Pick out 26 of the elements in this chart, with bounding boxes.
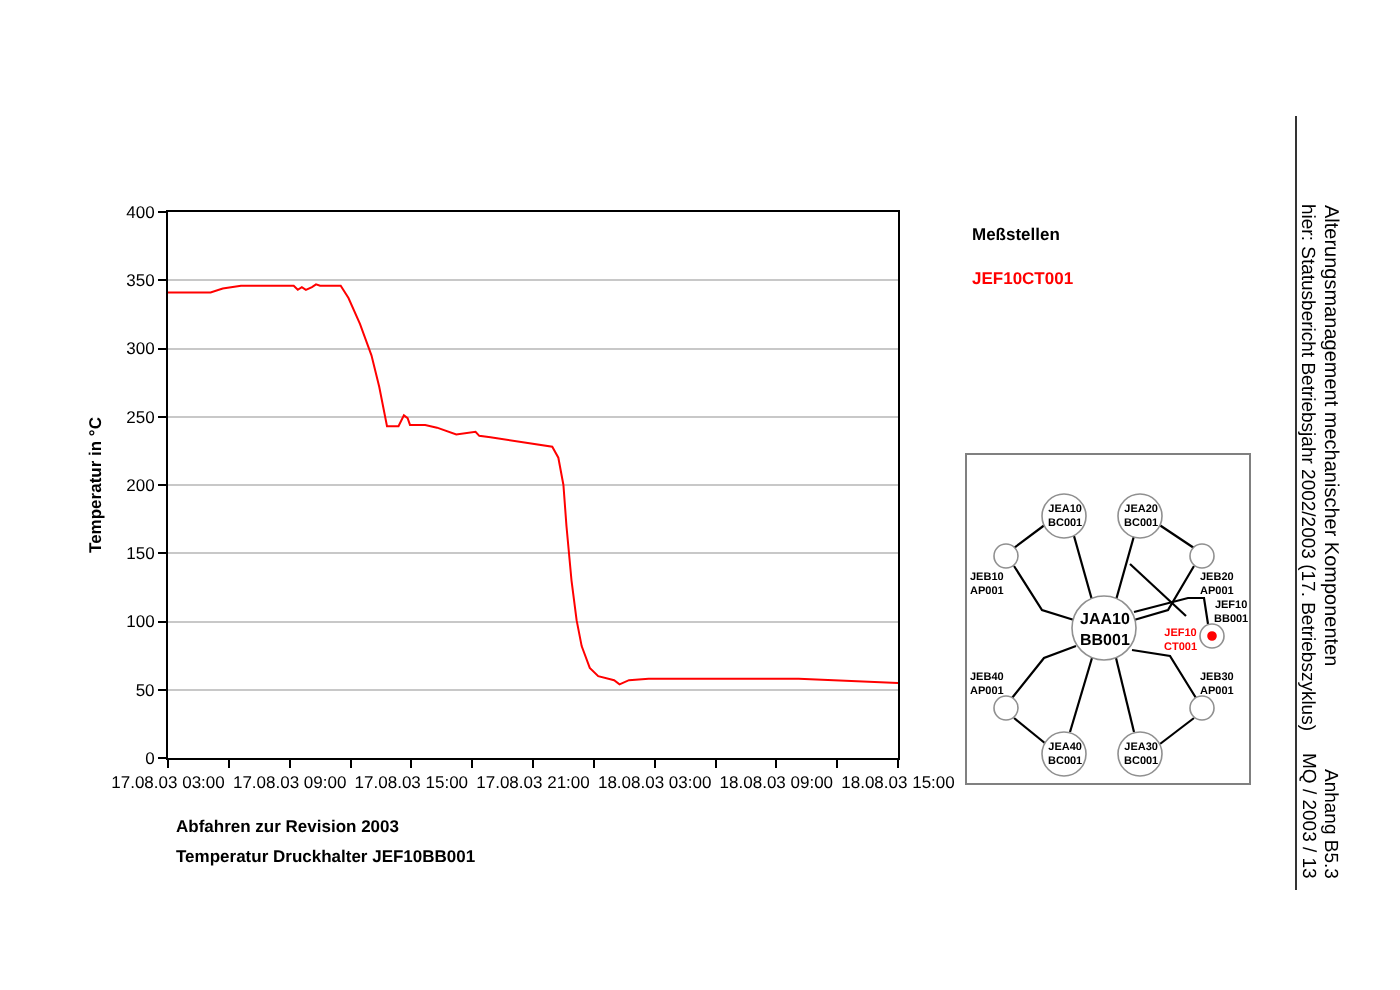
x-tick-label: 17.08.03 09:00 xyxy=(232,772,347,793)
x-tick-label: 18.08.03 03:00 xyxy=(597,772,712,793)
text: Alterungsmanagement mechanischer Komponenten xyxy=(1319,205,1341,667)
y-axis-title: Temperatur in °C xyxy=(85,417,106,553)
y-tick-label: 200 xyxy=(126,474,156,495)
y-tick-label: 400 xyxy=(126,201,156,222)
y-tick-label: 100 xyxy=(126,611,156,632)
text: JEF10CT001 xyxy=(972,268,1074,288)
text: Anhang B5.3 xyxy=(1319,769,1341,879)
y-tick-label: 150 xyxy=(126,543,156,564)
text: hier: Statusbericht Betriebsjahr 2002/2003 (17. Betriebszyklus) xyxy=(1296,204,1318,731)
x-tick-label: 17.08.03 21:00 xyxy=(476,772,591,793)
y-tick-label: 300 xyxy=(126,338,156,359)
x-tick-label: 18.08.03 15:00 xyxy=(841,772,956,793)
y-tick-label: 50 xyxy=(135,679,156,700)
x-tick-label: 18.08.03 09:00 xyxy=(719,772,834,793)
y-tick-label: 250 xyxy=(126,406,156,427)
line-series xyxy=(168,283,898,686)
text: Temperatur Druckhalter JEF10BB001 xyxy=(176,846,476,866)
text: Meßstellen xyxy=(972,224,1060,244)
text: MQ / 2003 / 13 xyxy=(1297,753,1319,879)
x-tick-label: 17.08.03 15:00 xyxy=(354,772,469,793)
y-tick-label: 0 xyxy=(145,747,156,768)
x-tick-label: 17.08.03 03:00 xyxy=(111,772,226,793)
text: Abfahren zur Revision 2003 xyxy=(176,816,400,836)
y-tick-label: 350 xyxy=(126,270,156,291)
